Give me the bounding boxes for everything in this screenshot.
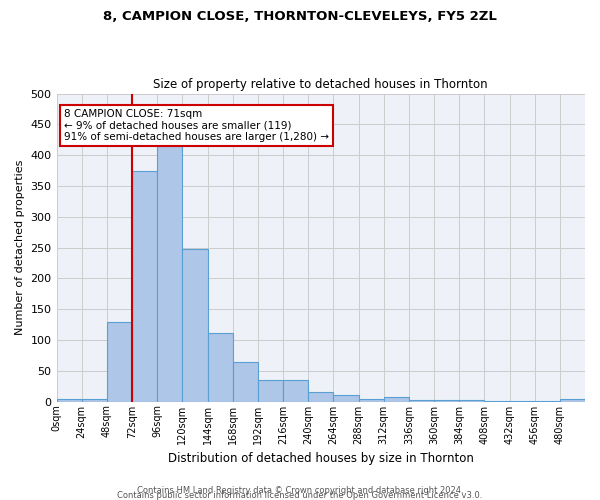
Bar xyxy=(409,400,434,402)
Bar xyxy=(107,322,132,402)
X-axis label: Distribution of detached houses by size in Thornton: Distribution of detached houses by size … xyxy=(168,452,474,465)
Bar xyxy=(308,392,334,402)
Text: 8 CAMPION CLOSE: 71sqm
← 9% of detached houses are smaller (119)
91% of semi-det: 8 CAMPION CLOSE: 71sqm ← 9% of detached … xyxy=(64,109,329,142)
Text: 8, CAMPION CLOSE, THORNTON-CLEVELEYS, FY5 2ZL: 8, CAMPION CLOSE, THORNTON-CLEVELEYS, FY… xyxy=(103,10,497,23)
Bar xyxy=(484,401,509,402)
Text: Contains HM Land Registry data © Crown copyright and database right 2024.: Contains HM Land Registry data © Crown c… xyxy=(137,486,463,495)
Bar xyxy=(208,332,233,402)
Bar xyxy=(509,401,535,402)
Bar xyxy=(459,400,484,402)
Bar xyxy=(434,400,459,402)
Title: Size of property relative to detached houses in Thornton: Size of property relative to detached ho… xyxy=(154,78,488,91)
Bar xyxy=(383,398,409,402)
Bar xyxy=(283,380,308,402)
Bar xyxy=(157,146,182,402)
Bar xyxy=(258,380,283,402)
Y-axis label: Number of detached properties: Number of detached properties xyxy=(15,160,25,336)
Bar xyxy=(233,362,258,402)
Bar xyxy=(359,398,383,402)
Bar xyxy=(182,250,208,402)
Bar xyxy=(560,398,585,402)
Text: Contains public sector information licensed under the Open Government Licence v3: Contains public sector information licen… xyxy=(118,491,482,500)
Bar xyxy=(82,398,107,402)
Bar xyxy=(132,170,157,402)
Bar xyxy=(535,401,560,402)
Bar xyxy=(56,398,82,402)
Bar xyxy=(334,396,359,402)
